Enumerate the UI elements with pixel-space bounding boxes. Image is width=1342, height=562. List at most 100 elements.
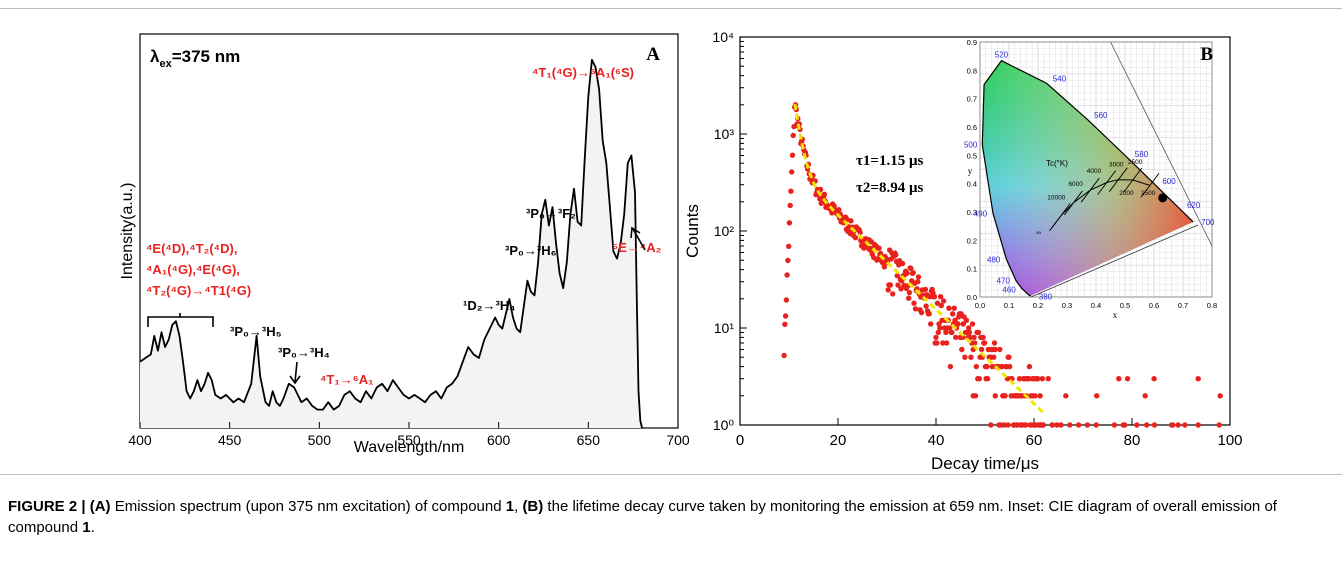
- panel-a-x-tick-label: 550: [397, 432, 421, 448]
- decay-data-point: [949, 329, 955, 336]
- cie-x-tick-label: 0.1: [1004, 301, 1014, 310]
- cie-y-tick-label: 0.6: [967, 123, 977, 132]
- cct-isotherm: [1064, 190, 1083, 216]
- cct-isotherm: [1108, 167, 1128, 192]
- decay-data-point: [991, 340, 998, 346]
- panel-a-x-ticks: 400 450 500 550 600 650 700: [128, 422, 690, 448]
- transition-bracket: [147, 313, 214, 327]
- decay-data-point: [963, 317, 970, 323]
- figure-caption: FIGURE 2 | (A) Emission spectrum (upon 3…: [8, 496, 1328, 538]
- spectrum-fill: [140, 59, 643, 429]
- panel-b-x-tick-label: 80: [1124, 432, 1141, 449]
- decay-data-point: [935, 329, 941, 336]
- decay-data-point: [973, 363, 979, 370]
- panel-a-x-tick-label: 500: [308, 432, 332, 448]
- decay-data-point: [895, 282, 901, 288]
- decay-data-point: [931, 294, 938, 300]
- cie-y-tick-label: 0.5: [967, 151, 977, 160]
- cie-wavelength-label: 500: [964, 141, 978, 150]
- decay-data-point: [1144, 422, 1150, 428]
- cie-wavelength-label: 460: [1002, 286, 1016, 295]
- decay-data-point: [1040, 422, 1047, 428]
- cie-y-tick-label: 0.2: [967, 236, 977, 245]
- decay-data-point: [910, 270, 916, 276]
- cie-y-tick-label: 0.7: [967, 95, 977, 104]
- decay-data-point: [959, 346, 965, 353]
- decay-data-point: [997, 346, 1003, 353]
- decay-data-point: [1054, 422, 1060, 428]
- cie-x-tick-label: 0.0: [975, 301, 985, 310]
- decay-data-point: [943, 340, 950, 346]
- decay-data-point: [951, 305, 957, 311]
- panel-a-x-tick-label: 600: [487, 432, 511, 448]
- decay-data-point: [786, 243, 792, 249]
- decay-data-point: [1142, 393, 1148, 399]
- decay-data-point: [912, 306, 919, 312]
- decay-data-point: [928, 321, 934, 327]
- figure-top-rule: [0, 8, 1342, 9]
- cct-label: 3000: [1109, 162, 1124, 169]
- decay-data-point: [788, 188, 794, 194]
- panel-b-y-tick-label: 10⁰: [713, 417, 735, 433]
- decay-data-point: [984, 376, 991, 382]
- panel-a-x-tick-label: 400: [128, 432, 152, 448]
- line-of-purples: [1030, 224, 1199, 298]
- panel-a-x-tick-label: 650: [577, 432, 601, 448]
- panel-b: 10⁰ 10¹ 10² 10³ 10⁴ 0 20 40 60 80 100 Decay time/…: [683, 29, 1243, 473]
- decay-data-point: [789, 152, 796, 158]
- decay-data-point: [980, 334, 986, 341]
- decay-data-point: [1134, 422, 1140, 428]
- decay-data-point: [988, 422, 994, 428]
- cie-y-axis-label: y: [968, 166, 973, 176]
- cie-wavelength-label: 580: [1135, 150, 1149, 159]
- cie-wavelength-label: 490: [974, 209, 988, 218]
- decay-data-point: [947, 363, 954, 370]
- decay-data-point: [1182, 422, 1188, 428]
- decay-data-point: [1045, 376, 1051, 382]
- decay-data-point: [911, 300, 917, 306]
- decay-data-point: [926, 311, 932, 317]
- cie-y-tick-label: 0.0: [967, 293, 977, 302]
- decay-data-point: [1032, 393, 1038, 399]
- decay-data-point: [966, 329, 973, 336]
- decay-data-point: [786, 220, 793, 226]
- decay-data-point: [940, 340, 946, 346]
- decay-data-point: [1039, 376, 1046, 382]
- decay-data-point: [1037, 393, 1043, 399]
- decay-data-point: [992, 346, 998, 353]
- decay-data-point: [876, 245, 882, 251]
- cct-label: 10000: [1047, 195, 1065, 202]
- panel-b-x-tick-label: 0: [736, 432, 744, 449]
- decay-data-point: [915, 274, 922, 280]
- decay-data-point: [967, 334, 973, 341]
- decay-data-point: [1124, 376, 1131, 382]
- cie-x-axis-label: x: [1113, 310, 1118, 320]
- decay-data-point: [955, 321, 961, 327]
- cie-wavelength-label: 620: [1187, 201, 1201, 210]
- transition-label-3h4: ³P₀→³H₄: [278, 345, 330, 360]
- cie-y-tick-label: 0.8: [967, 66, 977, 75]
- decay-data-point: [1007, 363, 1013, 370]
- panel-b-y-tick-label: 10¹: [714, 320, 735, 336]
- decay-data-point: [782, 313, 789, 319]
- cie-wavelength-label: 600: [1162, 177, 1176, 186]
- decay-data-point: [1175, 422, 1181, 428]
- decay-data-point: [1014, 422, 1020, 428]
- decay-data-point: [966, 325, 972, 331]
- cct-label: 6000: [1068, 181, 1083, 188]
- decay-data-point: [790, 132, 796, 139]
- decay-data-point: [1035, 376, 1041, 382]
- decay-data-point: [914, 286, 920, 292]
- decay-data-point: [968, 354, 974, 360]
- decay-data-point: [1116, 376, 1122, 382]
- cie-y-tick-label: 0.3: [967, 208, 977, 217]
- transition-label-red-2: ⁴A₁(⁴G),⁴E(⁴G),: [146, 262, 240, 277]
- panel-b-y-ticks: 10⁰ 10¹ 10² 10³ 10⁴: [712, 29, 747, 433]
- decay-data-point: [1195, 422, 1201, 428]
- decay-data-point: [991, 354, 997, 360]
- caption-label: FIGURE 2 |: [8, 498, 86, 515]
- decay-data-point: [975, 329, 982, 336]
- decay-data-point: [940, 298, 947, 304]
